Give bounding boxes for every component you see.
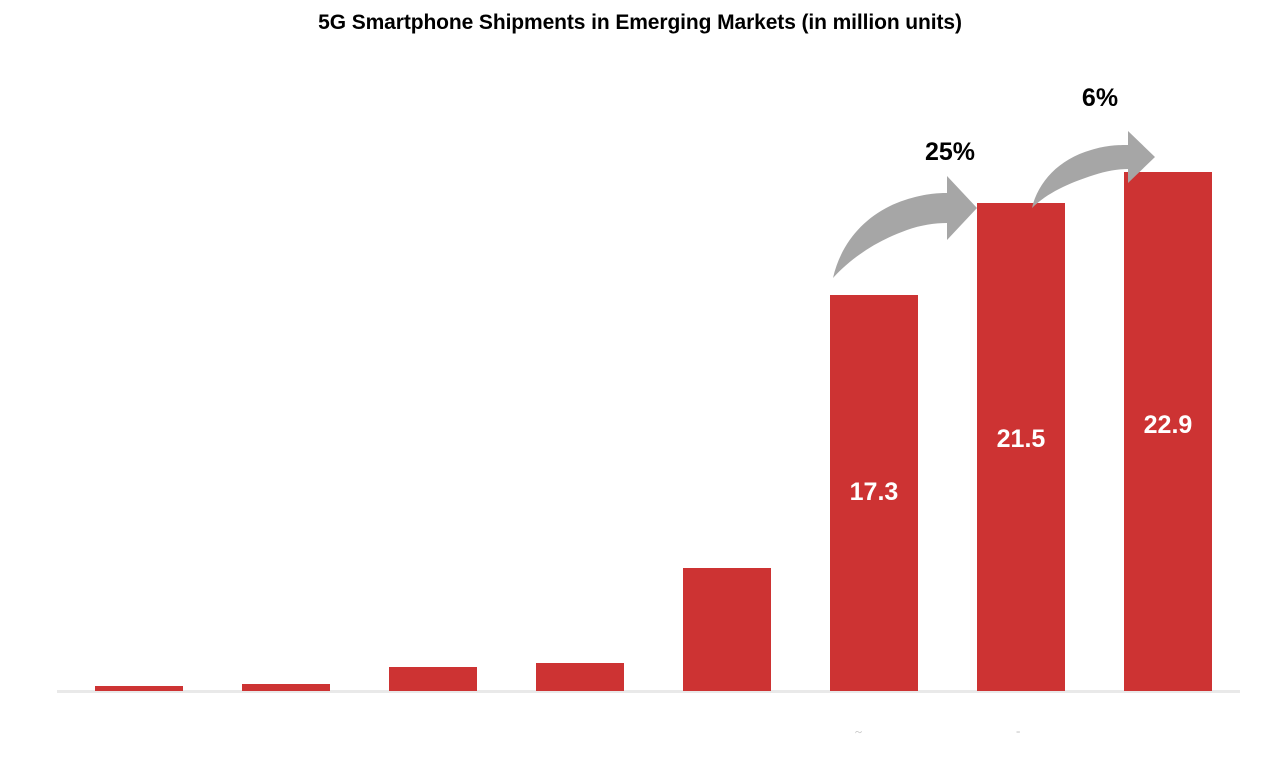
bar-value-label-8: 22.9 bbox=[1143, 411, 1193, 439]
growth-label-1: 25% bbox=[924, 138, 976, 166]
bar-value-label-7: 21.5 bbox=[996, 425, 1046, 453]
bar-3 bbox=[389, 667, 477, 691]
growth-arrow-2 bbox=[1032, 131, 1155, 208]
x-axis-line bbox=[57, 690, 1240, 693]
growth-arrow-1 bbox=[833, 176, 977, 278]
bar-1 bbox=[95, 686, 183, 691]
bar-value-label-6: 17.3 bbox=[849, 478, 899, 506]
bar-5 bbox=[683, 568, 771, 691]
bar-2 bbox=[242, 684, 330, 691]
axis-artifact-1: ~ bbox=[855, 724, 863, 739]
axis-artifact-2: - bbox=[1016, 723, 1021, 738]
bar-4 bbox=[536, 663, 624, 691]
bar-7 bbox=[977, 203, 1065, 691]
chart-title: 5G Smartphone Shipments in Emerging Mark… bbox=[318, 11, 962, 34]
bar-6 bbox=[830, 295, 918, 691]
bar-8 bbox=[1124, 172, 1212, 691]
growth-label-2: 6% bbox=[1081, 84, 1119, 112]
